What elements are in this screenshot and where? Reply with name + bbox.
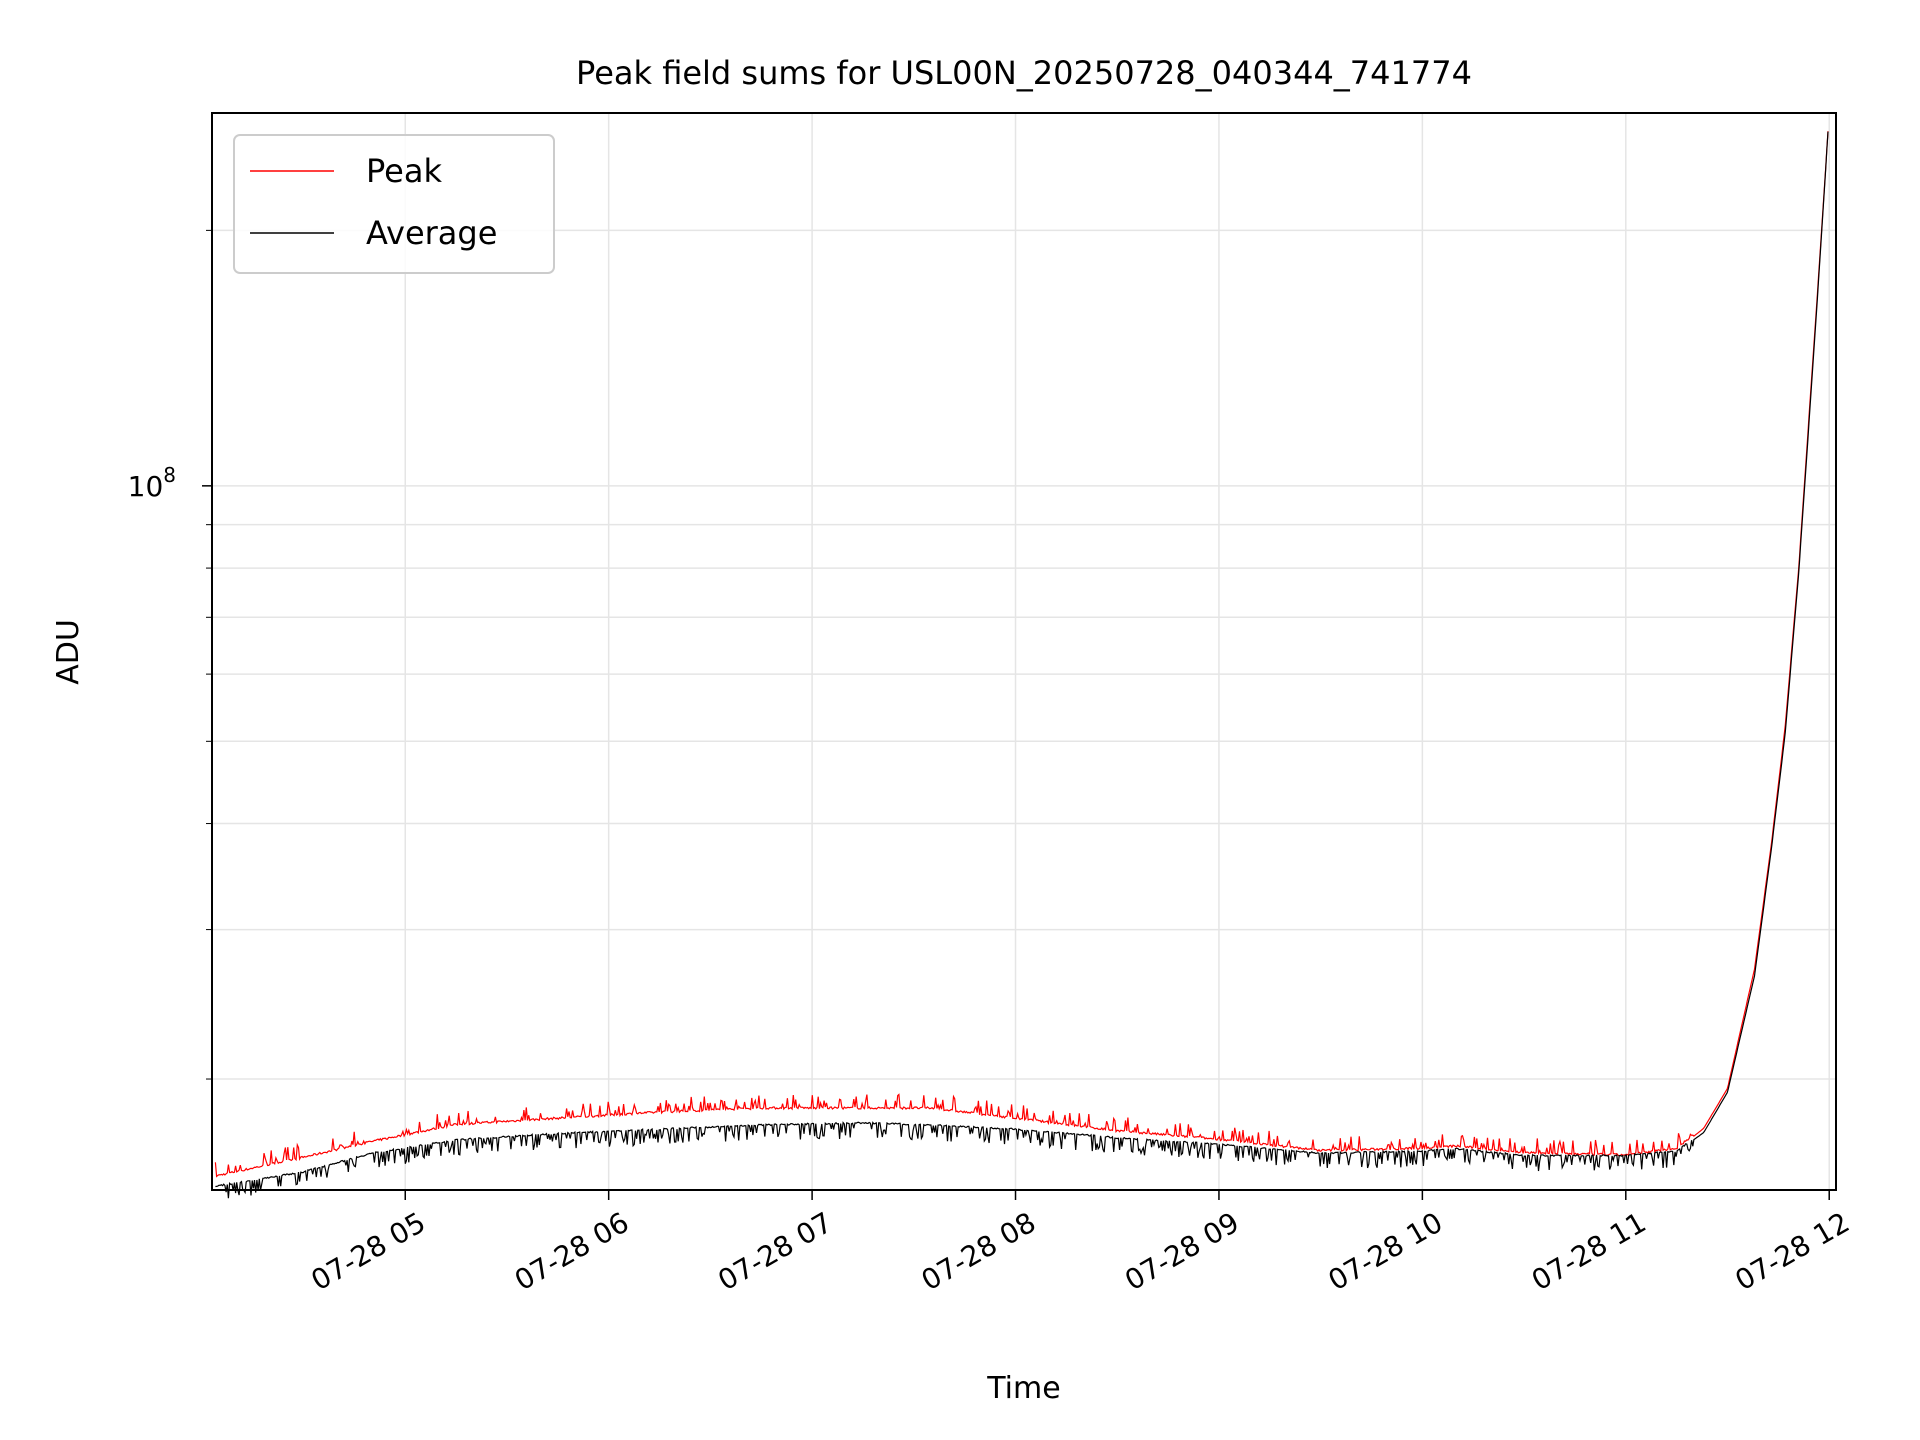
chart-title: Peak field sums for USL00N_20250728_0403… — [576, 54, 1472, 92]
legend-label-average: Average — [366, 214, 497, 252]
y-axis-label: ADU — [51, 619, 86, 685]
plot-area — [214, 131, 1829, 1199]
x-axis-label: Time — [986, 1371, 1060, 1406]
legend: Peak Average — [233, 134, 555, 274]
plot-frame — [211, 112, 1837, 1191]
series-line-average — [215, 131, 1829, 1199]
series-line-peak — [214, 131, 1829, 1178]
grid — [212, 113, 1836, 1190]
y-tick-label: 108 — [128, 463, 176, 503]
legend-box — [233, 134, 555, 274]
legend-label-peak: Peak — [366, 152, 442, 190]
y-axis: 108 — [128, 229, 212, 1080]
